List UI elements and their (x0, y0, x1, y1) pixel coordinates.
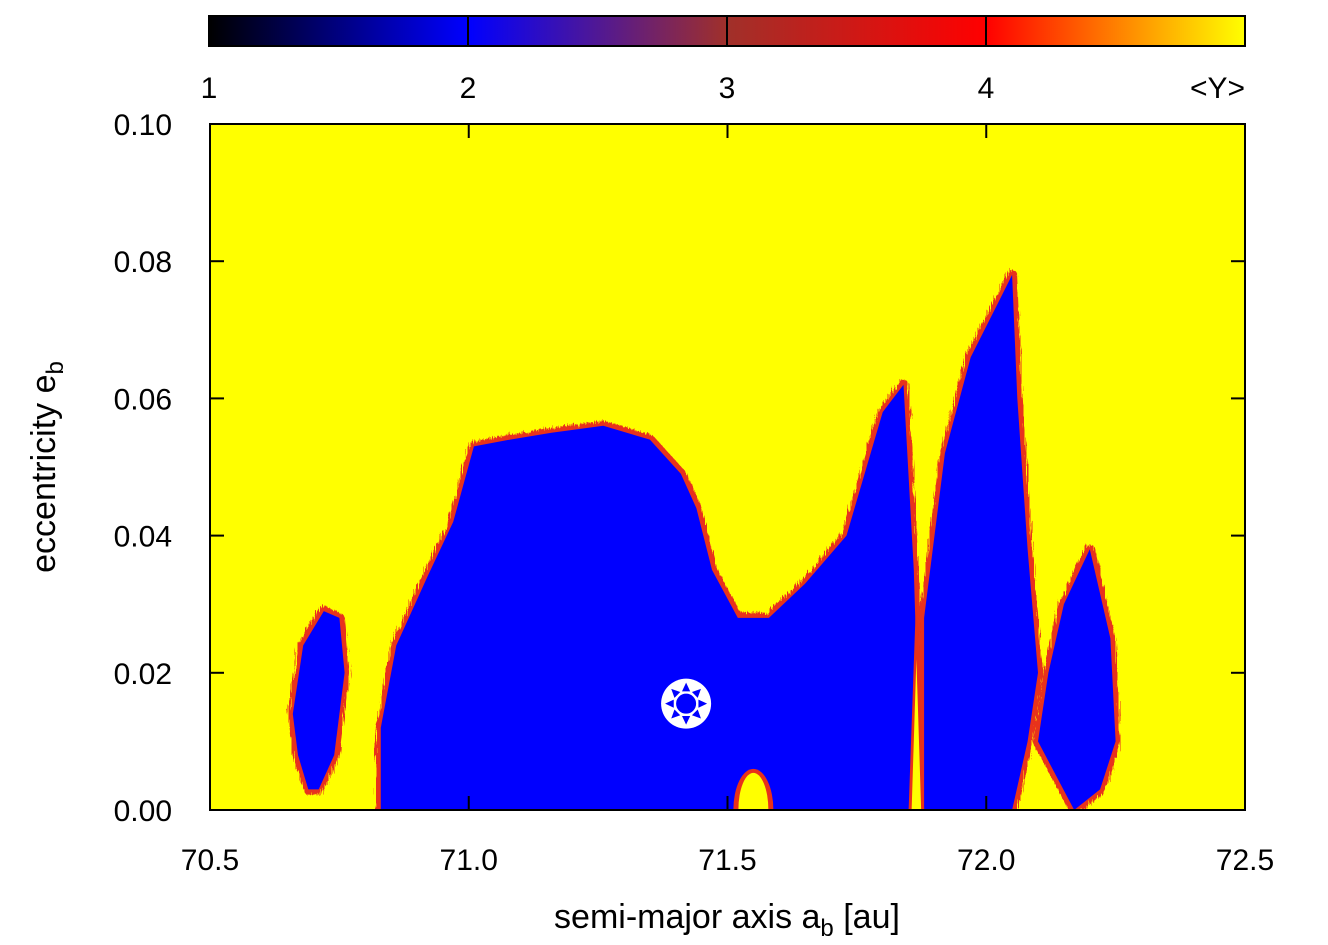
x-axis: 70.5 71.0 71.5 72.0 72.5 (181, 124, 1274, 877)
x-axis-title: semi-major axis ab [au] (554, 898, 900, 942)
y-tick-label: 0.08 (114, 246, 172, 279)
sun-ray-icon (682, 682, 691, 692)
y-axis: 0.00 0.02 0.04 0.06 0.08 0.10 (114, 109, 1245, 828)
sun-ray-icon (682, 716, 691, 725)
x-tick-label: 71.0 (440, 844, 498, 877)
x-tick-label: 71.5 (698, 844, 756, 877)
y-axis-title: eccentricity eb (25, 361, 69, 573)
colorbar: 1 2 3 4 <Y> (201, 15, 1246, 105)
gap-gap-near-71.87 (911, 659, 922, 810)
sun-ray-icon (671, 688, 681, 698)
sun-ray-icon (671, 709, 681, 719)
x-tick-label: 72.5 (1216, 844, 1274, 877)
x-axis-label-sub: b (820, 915, 833, 942)
colorbar-tick-label: 2 (460, 72, 477, 105)
x-axis-label-unit: [au] (834, 898, 900, 936)
x-tick-label: 70.5 (181, 844, 239, 877)
sun-ray-icon (691, 688, 701, 698)
colorbar-tick-label: 4 (978, 72, 995, 105)
y-tick-label: 0.02 (114, 658, 172, 691)
x-axis-label-main: semi-major axis a (554, 898, 820, 936)
colorbar-tick-label: 1 (201, 72, 218, 105)
sun-marker (661, 678, 712, 729)
colorbar-label: <Y> (1190, 72, 1245, 105)
sun-ray-icon (698, 699, 708, 708)
unstable-pockets (733, 590, 925, 810)
stable-region-right-fringe (1038, 549, 1116, 810)
colorbar-ticks: 1 2 3 4 (201, 16, 995, 105)
y-tick-label: 0.06 (114, 383, 172, 416)
colorbar-tick-label: 3 (719, 72, 736, 105)
y-tick-label: 0.10 (114, 109, 172, 142)
y-tick-label: 0.04 (114, 521, 172, 554)
y-tick-label: 0.00 (114, 795, 172, 828)
stable-region-left-island (292, 611, 345, 790)
pocket-bottom-yellow-pocket (738, 772, 769, 810)
sun-core-icon (674, 691, 699, 716)
stable-region-right-peak (924, 274, 1038, 810)
stable-region-central-band (768, 384, 919, 810)
plot-area (209, 123, 1246, 811)
y-axis-label-sub: b (42, 361, 69, 374)
sun-ray-icon (691, 709, 701, 719)
x-tick-label: 72.0 (957, 844, 1015, 877)
sun-ray-icon (665, 699, 674, 708)
y-axis-label-main: eccentricity e (25, 374, 63, 572)
